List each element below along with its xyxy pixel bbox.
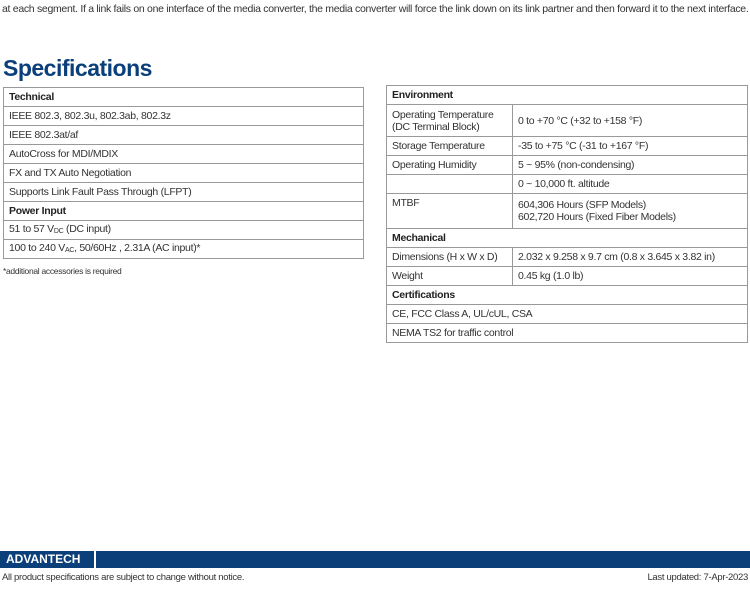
row-key: Weight (386, 266, 513, 286)
page-title: Specifications (3, 55, 152, 81)
ac-text-rest: , 50/60Hz , 2.31A (AC input)* (74, 241, 201, 254)
technical-header: Technical (3, 87, 364, 107)
certifications-header: Certifications (386, 285, 748, 305)
table-row: IEEE 802.3, 802.3u, 802.3ab, 802.3z (3, 106, 364, 126)
dc-text-rest: (DC input) (63, 222, 111, 235)
row-key: Dimensions (H x W x D) (386, 247, 513, 267)
table-row: FX and TX Auto Negotiation (3, 163, 364, 183)
table-row: 51 to 57 VDC (DC input) (3, 220, 364, 240)
row-key: Operating Humidity (386, 155, 513, 175)
footnote: *additional accessories is required (3, 266, 122, 276)
row-value: 0 ~ 10,000 ft. altitude (512, 174, 748, 194)
mtbf-fixed: 602,720 Hours (Fixed Fiber Models) (518, 211, 676, 223)
table-row: 100 to 240 VAC, 50/60Hz , 2.31A (AC inpu… (3, 239, 364, 259)
environment-header: Environment (386, 85, 748, 105)
row-value: -35 to +75 °C (-31 to +167 °F) (512, 136, 748, 156)
intro-text: at each segment. If a link fails on one … (2, 3, 749, 15)
table-row: Supports Link Fault Pass Through (LFPT) (3, 182, 364, 202)
row-key: Operating Temperature (DC Terminal Block… (386, 104, 513, 137)
footer-bar: ADVANTECH (0, 551, 750, 568)
table-row: AutoCross for MDI/MDIX (3, 144, 364, 164)
mtbf-sfp: 604,306 Hours (SFP Models) (518, 199, 646, 211)
ac-text: 100 to 240 V (9, 241, 65, 254)
table-row: CE, FCC Class A, UL/cUL, CSA (386, 304, 748, 324)
row-value: 604,306 Hours (SFP Models) 602,720 Hours … (512, 193, 748, 229)
row-value: 0.45 kg (1.0 lb) (512, 266, 748, 286)
advantech-logo: ADVANTECH (0, 551, 96, 568)
table-row: IEEE 802.3at/af (3, 125, 364, 145)
disclaimer: All product specifications are subject t… (2, 572, 245, 583)
table-row: NEMA TS2 for traffic control (386, 323, 748, 343)
ac-sub: AC (64, 246, 75, 254)
row-key: Storage Temperature (386, 136, 513, 156)
last-updated: Last updated: 7-Apr-2023 (647, 572, 748, 583)
row-key (386, 174, 513, 194)
row-value: 0 to +70 °C (+32 to +158 °F) (512, 104, 748, 137)
dc-sub: DC (53, 227, 64, 235)
row-value: 2.032 x 9.258 x 9.7 cm (0.8 x 3.645 x 3.… (512, 247, 748, 267)
environment-table: Environment Operating Temperature (DC Te… (386, 85, 748, 343)
dc-text: 51 to 57 V (9, 222, 54, 235)
row-key: MTBF (386, 193, 513, 229)
row-value: 5 ~ 95% (non-condensing) (512, 155, 748, 175)
power-header: Power Input (3, 201, 364, 221)
technical-table: Technical IEEE 802.3, 802.3u, 802.3ab, 8… (3, 87, 364, 259)
mechanical-header: Mechanical (386, 228, 748, 248)
